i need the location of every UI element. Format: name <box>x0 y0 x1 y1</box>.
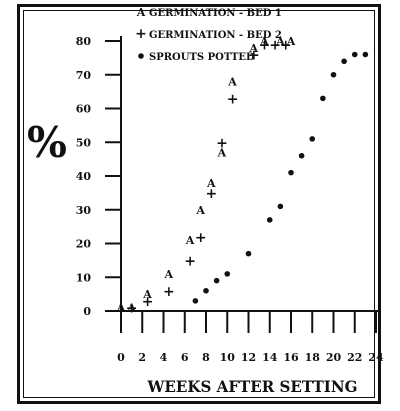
y-tick-label: 40 <box>76 170 92 183</box>
data-point-sprouts <box>192 298 199 304</box>
data-point-bed2: + <box>280 37 292 53</box>
data-point-sprouts <box>330 71 337 78</box>
x-tick-label: 20 <box>326 351 342 364</box>
x-tick-label: 8 <box>202 351 210 364</box>
x-tick-label: 14 <box>262 351 278 364</box>
x-axis-title: WEEKS AFTER SETTING <box>147 377 358 396</box>
data-point-sprouts <box>224 271 231 277</box>
y-tick-label: 30 <box>76 204 92 217</box>
data-point-bed1: A <box>286 35 296 48</box>
x-tick-label: 6 <box>181 351 189 364</box>
y-tick-label: 0 <box>83 305 91 318</box>
x-tick-label: 0 <box>117 351 125 364</box>
data-point-bed2: + <box>184 253 196 269</box>
data-point-bed1: A <box>116 302 126 315</box>
legend-marker-3 <box>138 53 144 59</box>
data-point-sprouts <box>309 136 316 142</box>
data-point-bed2: + <box>126 301 138 317</box>
data-point-sprouts <box>320 95 326 102</box>
legend-marker-2: + <box>135 26 147 42</box>
y-tick-label: 70 <box>76 69 92 82</box>
data-point-bed1: A <box>142 288 152 301</box>
y-tick-label: 10 <box>76 271 92 284</box>
x-tick-label: 12 <box>241 351 256 364</box>
data-point-bed1: A <box>249 42 259 55</box>
data-point-bed1: A <box>259 35 269 48</box>
data-point-bed1: A <box>217 146 227 159</box>
x-tick-label: 10 <box>220 351 236 364</box>
data-point-sprouts <box>266 217 273 223</box>
data-point-bed1: A <box>185 234 195 247</box>
data-point-bed2: + <box>259 37 271 53</box>
chart-frame <box>17 4 381 404</box>
x-tick-label: 22 <box>347 351 362 364</box>
data-point-sprouts <box>245 250 252 257</box>
x-tick-label: 4 <box>160 351 168 364</box>
data-point-bed1: A <box>206 177 216 190</box>
data-point-sprouts <box>298 152 305 159</box>
data-point-bed2: + <box>227 91 239 107</box>
x-tick-label: 24 <box>368 351 384 364</box>
y-tick-label: 50 <box>76 136 92 149</box>
y-tick-label: 80 <box>76 35 92 48</box>
data-point-sprouts <box>213 277 220 284</box>
data-point-bed2: + <box>269 37 281 53</box>
data-point-bed1: A <box>195 204 205 217</box>
x-tick-label: 2 <box>138 351 146 364</box>
data-point-bed1: A <box>227 76 237 89</box>
legend-label-3: SPROUTS POTTED <box>149 52 255 63</box>
legend-marker-1: A <box>136 6 146 19</box>
x-tick-label: 16 <box>283 351 299 364</box>
data-point-bed1: A <box>126 302 136 315</box>
data-point-bed2: + <box>163 284 175 300</box>
data-point-sprouts <box>351 51 358 58</box>
data-point-sprouts <box>341 58 347 65</box>
y-axis-title: % <box>27 118 67 167</box>
data-point-sprouts <box>277 203 284 210</box>
data-point-sprouts <box>362 51 369 58</box>
data-point-sprouts <box>288 169 294 176</box>
x-tick-label: 18 <box>305 351 321 364</box>
legend-label-2: GERMINATION - BED 2 <box>149 30 282 41</box>
data-point-bed2: + <box>142 294 154 310</box>
data-point-bed2: + <box>195 230 207 246</box>
y-tick-label: 60 <box>76 103 92 116</box>
data-point-bed2: + <box>216 135 228 151</box>
legend-label-1: GERMINATION - BED 1 <box>149 8 282 19</box>
data-point-bed2: + <box>248 48 260 64</box>
data-point-sprouts <box>203 287 209 294</box>
data-point-bed1: A <box>275 35 285 48</box>
data-point-bed1: A <box>164 268 174 281</box>
y-tick-label: 20 <box>76 238 92 251</box>
data-point-bed2: + <box>205 186 217 202</box>
